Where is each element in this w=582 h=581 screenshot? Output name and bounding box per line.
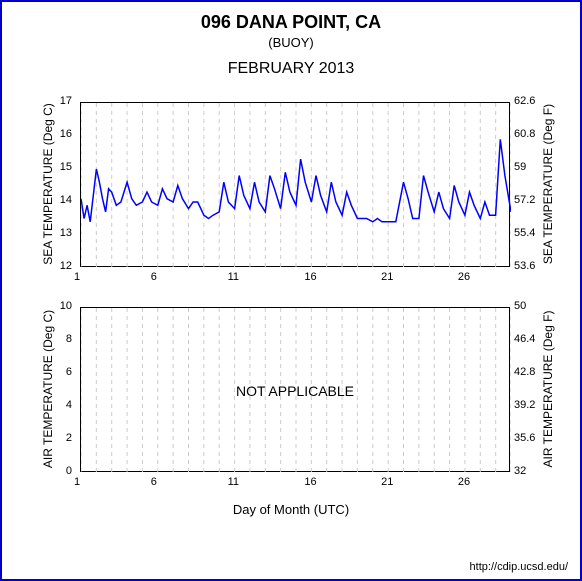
y-tick-left: 16: [60, 128, 72, 140]
y-axis-label-right: AIR TEMPERATURE (Deg F): [541, 289, 555, 489]
y-tick-right: 46.4: [514, 333, 535, 345]
y-tick-right: 50: [514, 300, 526, 312]
title-block: 096 DANA POINT, CA (BUOY) FEBRUARY 2013: [2, 2, 580, 78]
x-tick: 6: [151, 271, 157, 283]
y-tick-right: 60.8: [514, 128, 535, 140]
y-tick-right: 53.6: [514, 260, 535, 272]
x-tick: 21: [381, 271, 393, 283]
x-tick: 26: [458, 271, 470, 283]
subtitle: (BUOY): [2, 35, 580, 50]
y-tick-right: 55.4: [514, 227, 535, 239]
y-tick-right: 42.8: [514, 366, 535, 378]
y-tick-left: 4: [66, 399, 72, 411]
chart-container: 096 DANA POINT, CA (BUOY) FEBRUARY 2013 …: [0, 0, 582, 581]
main-title: 096 DANA POINT, CA: [2, 12, 580, 33]
x-tick: 26: [458, 476, 470, 488]
y-tick-left: 17: [60, 95, 72, 107]
period-title: FEBRUARY 2013: [2, 60, 580, 78]
y-axis-label-right: SEA TEMPERATURE (Deg F): [541, 84, 555, 284]
x-tick: 16: [304, 271, 316, 283]
y-tick-left: 13: [60, 227, 72, 239]
x-axis-label: Day of Month (UTC): [2, 502, 580, 517]
y-tick-left: 15: [60, 161, 72, 173]
y-tick-right: 35.6: [514, 432, 535, 444]
sea-temperature-chart: [80, 102, 510, 267]
x-tick: 1: [74, 476, 80, 488]
x-tick: 11: [228, 476, 239, 488]
air-temperature-chart: NOT APPLICABLE: [80, 307, 510, 472]
y-tick-left: 10: [60, 300, 72, 312]
y-tick-left: 0: [66, 465, 72, 477]
y-tick-right: 59: [514, 161, 526, 173]
y-tick-right: 62.6: [514, 95, 535, 107]
y-tick-left: 2: [66, 432, 72, 444]
y-axis-label-left: SEA TEMPERATURE (Deg C): [41, 84, 55, 284]
x-tick: 1: [74, 271, 80, 283]
y-axis-label-left: AIR TEMPERATURE (Deg C): [41, 289, 55, 489]
not-applicable-text: NOT APPLICABLE: [81, 383, 509, 399]
x-tick: 11: [228, 271, 239, 283]
y-tick-right: 39.2: [514, 399, 535, 411]
y-tick-left: 12: [60, 260, 72, 272]
x-tick: 16: [304, 476, 316, 488]
x-tick: 6: [151, 476, 157, 488]
y-tick-left: 14: [60, 194, 72, 206]
x-tick: 21: [381, 476, 393, 488]
y-tick-right: 32: [514, 465, 526, 477]
y-tick-left: 6: [66, 366, 72, 378]
y-tick-right: 57.2: [514, 194, 535, 206]
footer-url: http://cdip.ucsd.edu/: [470, 561, 568, 573]
y-tick-left: 8: [66, 333, 72, 345]
